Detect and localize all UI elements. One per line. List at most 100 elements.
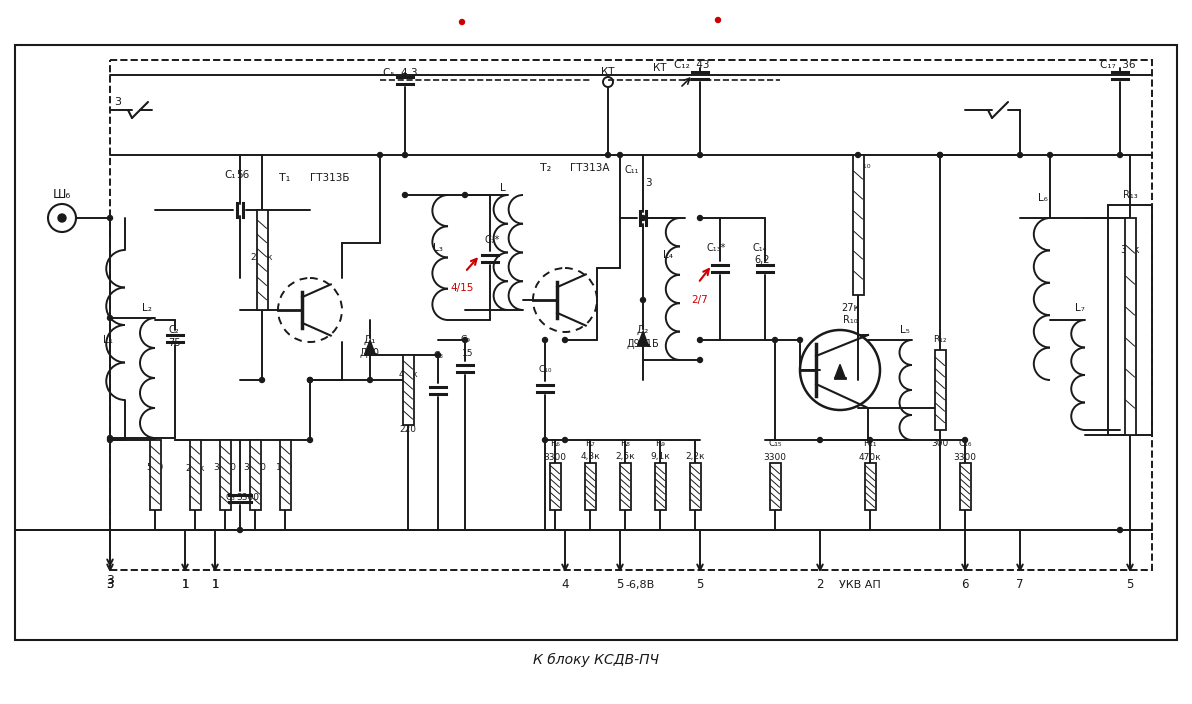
Circle shape bbox=[107, 215, 112, 220]
Text: 3300: 3300 bbox=[236, 494, 260, 503]
Text: 56: 56 bbox=[236, 170, 249, 180]
Text: 6: 6 bbox=[961, 579, 969, 591]
Bar bbox=[864, 463, 875, 510]
Text: 470к: 470к bbox=[858, 453, 881, 462]
Bar bbox=[620, 463, 631, 510]
Text: КТ: КТ bbox=[601, 67, 615, 77]
Circle shape bbox=[1048, 153, 1053, 158]
Circle shape bbox=[962, 437, 968, 443]
Text: 3300: 3300 bbox=[954, 453, 976, 462]
Circle shape bbox=[403, 192, 408, 198]
Text: 4: 4 bbox=[561, 579, 569, 591]
Circle shape bbox=[715, 18, 720, 23]
Text: 3: 3 bbox=[645, 178, 651, 188]
Text: R₉: R₉ bbox=[656, 439, 665, 448]
Text: Ш₆: Ш₆ bbox=[52, 189, 72, 201]
Text: 300: 300 bbox=[931, 439, 949, 448]
Text: 2,2к: 2,2к bbox=[685, 453, 704, 462]
Text: 2,2к: 2,2к bbox=[185, 463, 205, 472]
Circle shape bbox=[107, 436, 112, 441]
Text: 3300: 3300 bbox=[764, 453, 787, 462]
Text: Д₂: Д₂ bbox=[637, 325, 650, 335]
Circle shape bbox=[937, 153, 943, 158]
Circle shape bbox=[1018, 153, 1023, 158]
Circle shape bbox=[308, 377, 312, 382]
Bar bbox=[190, 440, 200, 510]
Bar bbox=[1124, 218, 1136, 435]
Text: Д901Б: Д901Б bbox=[627, 339, 659, 349]
Text: C₈: C₈ bbox=[433, 351, 443, 360]
Text: C₅  4,3: C₅ 4,3 bbox=[383, 68, 417, 78]
Circle shape bbox=[772, 337, 777, 343]
Text: C₄: C₄ bbox=[221, 446, 230, 455]
Text: 7: 7 bbox=[1017, 579, 1024, 591]
Circle shape bbox=[237, 527, 242, 532]
Text: 1: 1 bbox=[211, 579, 219, 591]
Circle shape bbox=[697, 153, 702, 158]
Bar bbox=[110, 60, 1151, 570]
Text: T₂: T₂ bbox=[540, 163, 552, 173]
Circle shape bbox=[640, 215, 646, 220]
Text: 75: 75 bbox=[168, 338, 180, 348]
Circle shape bbox=[937, 153, 943, 158]
Circle shape bbox=[617, 153, 622, 158]
Text: 220к: 220к bbox=[250, 253, 273, 263]
Text: R₁₀: R₁₀ bbox=[843, 315, 857, 325]
Circle shape bbox=[107, 315, 112, 320]
Bar bbox=[1109, 205, 1151, 435]
Circle shape bbox=[107, 437, 112, 443]
Text: УКВ АП: УКВ АП bbox=[839, 580, 881, 590]
Circle shape bbox=[367, 377, 372, 382]
Circle shape bbox=[797, 337, 802, 343]
Text: 15: 15 bbox=[462, 348, 473, 358]
Text: C₁₄: C₁₄ bbox=[753, 243, 768, 253]
Text: 3: 3 bbox=[106, 574, 114, 586]
Text: C₉: C₉ bbox=[460, 336, 470, 344]
Text: 2,5к: 2,5к bbox=[615, 453, 635, 462]
Text: R₁₁: R₁₁ bbox=[863, 439, 877, 448]
Text: 4/15: 4/15 bbox=[451, 283, 473, 293]
Text: R₅: R₅ bbox=[403, 356, 412, 365]
Bar bbox=[15, 45, 1177, 640]
Text: R₁₃: R₁₃ bbox=[1123, 190, 1137, 200]
Bar bbox=[249, 440, 261, 510]
Text: 150: 150 bbox=[277, 463, 293, 472]
Text: 6,2: 6,2 bbox=[755, 255, 770, 265]
Circle shape bbox=[697, 215, 702, 220]
Circle shape bbox=[563, 337, 567, 343]
Text: 1: 1 bbox=[181, 579, 188, 591]
Text: L₄: L₄ bbox=[663, 250, 673, 260]
Bar bbox=[960, 463, 970, 510]
Text: 5: 5 bbox=[616, 579, 623, 591]
Text: C₁₇  36: C₁₇ 36 bbox=[1100, 60, 1136, 70]
Circle shape bbox=[856, 153, 861, 158]
Text: C₁₅: C₁₅ bbox=[769, 439, 782, 448]
Text: C₇*: C₇* bbox=[484, 235, 499, 245]
Bar bbox=[770, 463, 781, 510]
Text: К блоку КСДВ-ПЧ: К блоку КСДВ-ПЧ bbox=[533, 653, 659, 667]
Bar bbox=[256, 210, 267, 310]
Circle shape bbox=[403, 153, 408, 158]
Text: C₁₀: C₁₀ bbox=[539, 365, 552, 375]
Text: C₃: C₃ bbox=[225, 494, 235, 503]
Bar bbox=[403, 355, 414, 425]
Polygon shape bbox=[638, 332, 648, 345]
Text: L₆: L₆ bbox=[1038, 193, 1048, 203]
Text: T₁: T₁ bbox=[279, 173, 291, 183]
Text: R₇: R₇ bbox=[585, 439, 595, 448]
Bar bbox=[689, 463, 701, 510]
Text: C₁₃*: C₁₃* bbox=[707, 243, 726, 253]
Circle shape bbox=[697, 358, 702, 363]
Circle shape bbox=[1118, 153, 1123, 158]
Text: 39к: 39к bbox=[1120, 245, 1140, 255]
Text: Д20: Д20 bbox=[360, 348, 380, 358]
Text: 3: 3 bbox=[106, 579, 113, 591]
Text: R₄: R₄ bbox=[280, 446, 290, 455]
Bar bbox=[149, 440, 161, 510]
Bar bbox=[219, 440, 230, 510]
Text: 5: 5 bbox=[696, 579, 703, 591]
Bar bbox=[654, 463, 665, 510]
Text: 560: 560 bbox=[147, 463, 163, 472]
Circle shape bbox=[697, 337, 702, 343]
Text: 1: 1 bbox=[181, 579, 188, 591]
